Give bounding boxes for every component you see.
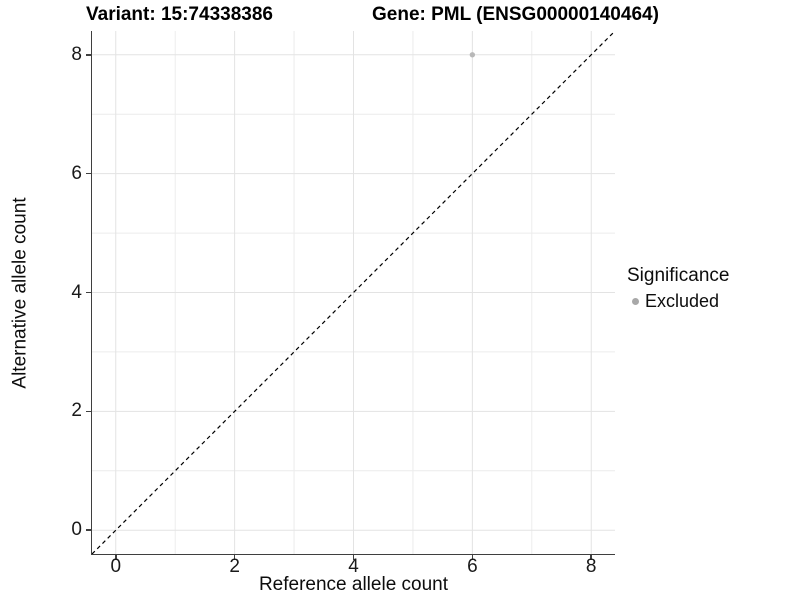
legend-item: Excluded bbox=[627, 290, 799, 312]
variant-title: Variant: 15:74338386 bbox=[86, 4, 273, 25]
y-tick-mark bbox=[86, 172, 91, 175]
y-tick-mark bbox=[86, 529, 91, 531]
legend-title: Significance bbox=[627, 265, 730, 286]
x-tick-label: 6 bbox=[467, 556, 478, 577]
identity-line bbox=[92, 31, 615, 554]
y-tick-label: 2 bbox=[71, 400, 82, 422]
x-tick-mark bbox=[471, 555, 474, 560]
data-point bbox=[469, 52, 476, 58]
y-tick-label: 8 bbox=[71, 43, 82, 65]
x-tick-label: 2 bbox=[229, 556, 240, 577]
y-tick-mark bbox=[86, 291, 91, 294]
x-tick-mark bbox=[115, 555, 117, 560]
x-tick-mark bbox=[590, 555, 592, 560]
axis-lines bbox=[90, 31, 615, 555]
y-tick-label: 0 bbox=[71, 519, 82, 541]
x-tick-label: 4 bbox=[348, 556, 359, 577]
x-tick-mark bbox=[233, 555, 236, 560]
legend: Significance Excluded bbox=[627, 265, 799, 312]
y-tick-label: 6 bbox=[71, 162, 82, 184]
gene-title: Gene: PML (ENSG00000140464) bbox=[372, 4, 659, 25]
plot-panel bbox=[92, 31, 615, 554]
legend-item-label: Excluded bbox=[645, 291, 720, 311]
x-tick-label: 8 bbox=[585, 556, 597, 577]
y-axis-title: Alternative allele count bbox=[2, 31, 40, 554]
legend-marker-dot bbox=[632, 297, 639, 305]
y-tick-mark bbox=[86, 54, 91, 56]
y-tick-mark bbox=[86, 410, 91, 413]
x-axis-title: Reference allele count bbox=[258, 574, 449, 595]
y-axis-title-text: Alternative allele count bbox=[10, 196, 32, 389]
x-tick-label: 0 bbox=[110, 556, 122, 577]
x-tick-mark bbox=[352, 555, 355, 560]
y-tick-label: 4 bbox=[71, 281, 82, 303]
